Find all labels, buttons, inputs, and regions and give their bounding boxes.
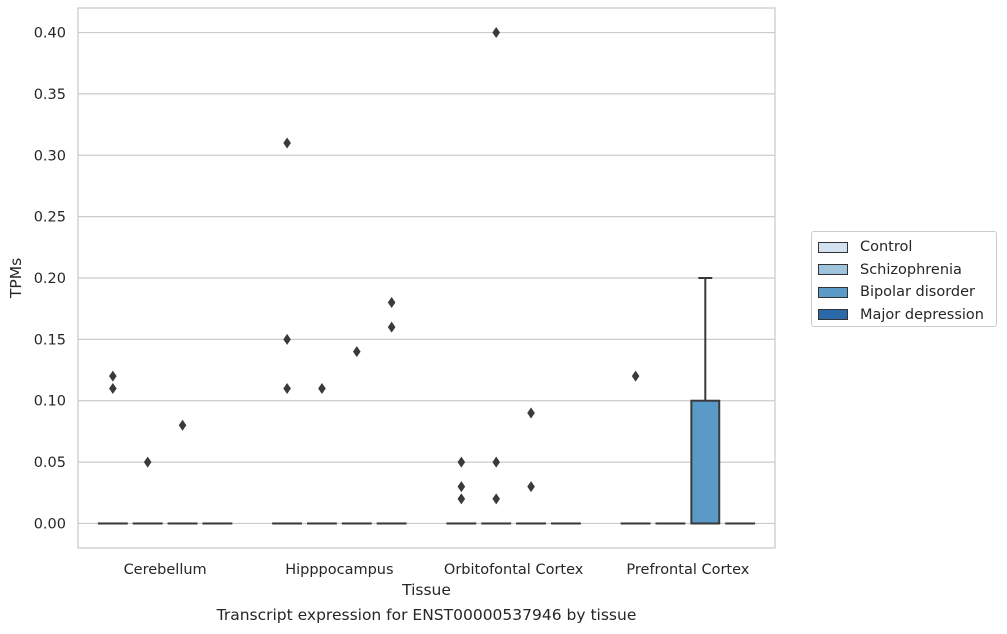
- y-tick-label: 0.30: [34, 148, 66, 164]
- x-tick-label: Prefrontal Cortex: [626, 562, 749, 578]
- x-axis-label: Tissue: [401, 581, 451, 599]
- outlier-point: [109, 382, 117, 394]
- outlier-point: [387, 321, 396, 333]
- outlier-point: [178, 419, 187, 431]
- legend-label: Bipolar disorder: [860, 284, 975, 301]
- axes: 0.00 0.05 0.10 0.15 0.20 0.25 0.30 0.35 0.40 Cere…: [7, 26, 750, 599]
- outlier-point: [109, 370, 117, 382]
- x-tick-label: Hipppocampus: [285, 562, 393, 578]
- legend-item: Bipolar disorder: [818, 281, 990, 304]
- outlier-point: [492, 27, 500, 39]
- outlier-point: [457, 481, 466, 493]
- legend-label: Major depression: [860, 306, 984, 323]
- legend-label: Control: [860, 239, 913, 256]
- y-tick-label: 0.15: [34, 332, 66, 348]
- outlier-point: [457, 456, 466, 468]
- outlier-point: [283, 382, 291, 394]
- legend-item: Schizophrenia: [818, 259, 990, 282]
- legend: Control Schizophrenia Bipolar disorder Majo…: [811, 231, 997, 327]
- outlier-point: [492, 493, 500, 505]
- y-tick-label: 0.20: [34, 271, 66, 287]
- y-tick-label: 0.00: [34, 516, 66, 532]
- outlier-point: [457, 493, 466, 505]
- outlier-point: [631, 370, 640, 382]
- outlier-point: [283, 333, 291, 345]
- outlier-point: [387, 297, 396, 309]
- legend-item: Major depression: [818, 304, 990, 327]
- legend-swatch: [818, 309, 848, 321]
- chart-caption: Transcript expression for ENST0000053794…: [216, 606, 637, 624]
- y-tick-label: 0.35: [34, 87, 66, 103]
- outlier-point: [492, 456, 500, 468]
- x-tick-label: Cerebellum: [124, 562, 207, 578]
- y-tick-label: 0.05: [34, 455, 66, 471]
- y-tick-label: 0.40: [34, 26, 66, 42]
- outlier-point: [527, 481, 535, 493]
- legend-label: Schizophrenia: [860, 261, 962, 278]
- y-tick-label: 0.25: [34, 210, 66, 226]
- y-axis-label: TPMs: [7, 258, 25, 299]
- outlier-point: [143, 456, 152, 468]
- outlier-point: [283, 137, 291, 149]
- y-tick-label: 0.10: [34, 394, 66, 410]
- plot-marks: [97, 27, 756, 525]
- x-tick-label: Orbitofontal Cortex: [444, 562, 584, 578]
- legend-swatch: [818, 286, 848, 298]
- outlier-point: [353, 346, 361, 358]
- legend-swatch: [818, 241, 848, 253]
- legend-item: Control: [818, 236, 990, 259]
- outlier-point: [527, 407, 535, 419]
- plot-frame: [77, 7, 776, 549]
- grid-lines: [78, 31, 775, 525]
- box: [690, 399, 721, 525]
- legend-swatch: [818, 264, 848, 276]
- outlier-point: [318, 382, 326, 394]
